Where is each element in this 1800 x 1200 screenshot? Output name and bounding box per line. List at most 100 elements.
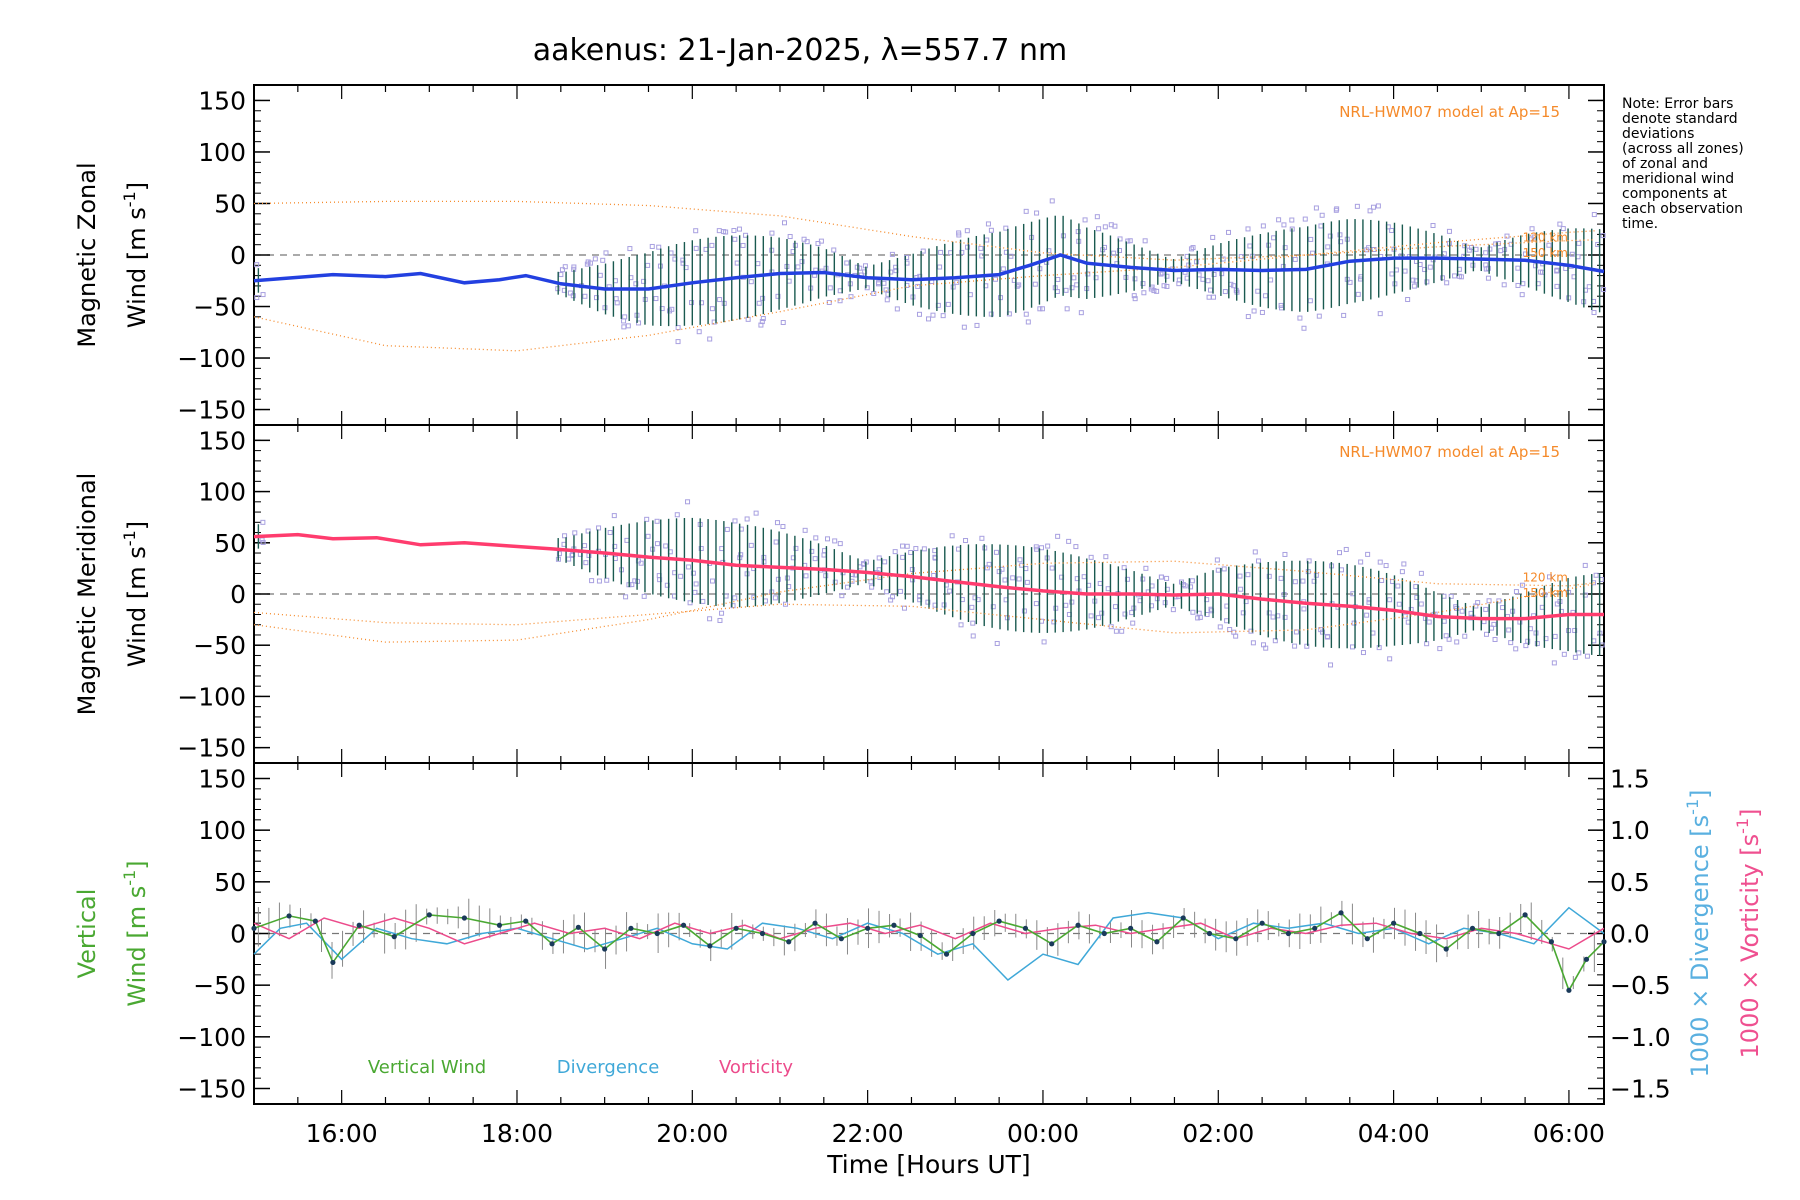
note-line: (across all zones) <box>1622 141 1744 157</box>
vertical-wind-point <box>1128 925 1134 931</box>
scatter-point <box>567 290 573 296</box>
vertical-wind-point <box>1022 925 1029 931</box>
scatter-point <box>1037 306 1043 312</box>
scatter-point <box>1049 565 1055 571</box>
scatter-point <box>254 295 260 301</box>
scatter-point <box>611 513 617 519</box>
scatter-point <box>1208 287 1214 293</box>
scatter-point <box>1519 582 1525 588</box>
altitude-label: 150 km <box>1523 246 1568 260</box>
vertical-wind-point <box>1180 915 1186 921</box>
scatter-point <box>1558 608 1564 614</box>
scatter-point <box>993 549 999 555</box>
scatter-point <box>1096 226 1102 232</box>
scatter-point <box>1551 660 1557 666</box>
scatter-point <box>759 319 765 325</box>
vertical-wind-point <box>865 925 871 931</box>
scatter-point <box>1413 584 1419 590</box>
scatter-point <box>1000 266 1006 272</box>
scatter-point <box>876 281 882 287</box>
scatter-point <box>988 311 994 317</box>
scatter-point <box>1063 287 1069 293</box>
vertical-wind-point <box>812 920 818 926</box>
vertical-wind-point <box>549 941 555 947</box>
scatter-point <box>1124 576 1130 582</box>
y-tick-label: −150 <box>177 396 246 425</box>
note-line: denote standard <box>1622 111 1738 127</box>
right-y-tick-label: −0.5 <box>1610 971 1671 1000</box>
scatter-point <box>992 276 998 282</box>
scatter-point <box>657 577 663 583</box>
scatter-point <box>985 221 991 227</box>
vertical-error-bars <box>257 898 1595 990</box>
scatter-point <box>1245 226 1251 232</box>
scatter-point <box>769 230 775 236</box>
scatter-point <box>1523 643 1529 649</box>
scatter-point <box>787 234 793 240</box>
y-tick-label: 0 <box>230 241 246 270</box>
scatter-point <box>1485 275 1491 281</box>
scatter-point <box>881 280 887 286</box>
scatter-point <box>1513 589 1519 595</box>
error-bars <box>257 517 1601 656</box>
scatter-point <box>1252 549 1258 555</box>
scatter-point <box>921 546 927 552</box>
scatter-point <box>1316 313 1322 319</box>
scatter-point <box>1268 277 1274 283</box>
scatter-point <box>645 533 651 539</box>
scatter-point <box>1396 601 1402 607</box>
scatter-point <box>1184 275 1190 281</box>
scatter-point <box>1159 270 1165 276</box>
scatter-point <box>1375 203 1381 209</box>
scatter-point <box>1560 226 1566 232</box>
y-axis-label: Wind [m s-1] <box>120 521 151 667</box>
scatter-point <box>1365 551 1371 557</box>
scatter-point <box>1300 578 1306 584</box>
scatter-point <box>868 579 874 585</box>
vertical-wind-line <box>253 911 1605 993</box>
scatter-point <box>782 601 788 607</box>
scatter-point <box>1533 263 1539 269</box>
vertical-wind-point <box>970 930 976 937</box>
model-label: NRL-HWM07 model at Ap=15 <box>1339 443 1560 461</box>
scatter-point <box>596 525 602 531</box>
scatter-point <box>958 622 964 628</box>
scatter-point <box>1411 283 1417 289</box>
scatter-point <box>945 301 951 307</box>
scatter-point <box>1328 662 1334 668</box>
vertical-wind-point <box>523 918 529 924</box>
scatter-point <box>871 290 877 296</box>
scatter-point <box>1399 569 1405 575</box>
scatter-point <box>1539 604 1545 610</box>
scatter-point <box>1377 559 1383 565</box>
vertical-wind-point <box>1391 920 1397 926</box>
scatter-point <box>1338 567 1344 573</box>
scatter-point <box>1251 308 1257 314</box>
scatter-point <box>832 538 838 544</box>
vertical-wind-point <box>1522 912 1528 918</box>
scatter-point <box>1546 574 1552 580</box>
scatter-point <box>572 530 578 536</box>
scatter-point <box>1443 633 1449 639</box>
scatter-point <box>607 530 613 536</box>
wind-line <box>253 253 1605 291</box>
y-tick-label: −150 <box>177 734 246 763</box>
scatter-point <box>1554 268 1560 274</box>
scatter-point <box>685 499 691 505</box>
scatter-point <box>844 260 850 266</box>
scatter-point <box>1446 228 1452 234</box>
scatter-point <box>1033 601 1039 607</box>
scatter-point <box>1260 223 1266 229</box>
scatter-point <box>1143 565 1149 571</box>
scatter-point <box>732 236 738 242</box>
scatter-point <box>1266 610 1272 616</box>
scatter-point <box>990 604 996 610</box>
scatter-point <box>988 227 994 233</box>
scatter-point <box>1197 614 1203 620</box>
scatter-point <box>1572 627 1578 633</box>
scatter-point <box>260 539 266 545</box>
scatter-point <box>1370 204 1376 210</box>
scatter-point <box>947 588 953 594</box>
scatter-point <box>1064 306 1070 312</box>
scatter-point <box>1358 559 1364 565</box>
